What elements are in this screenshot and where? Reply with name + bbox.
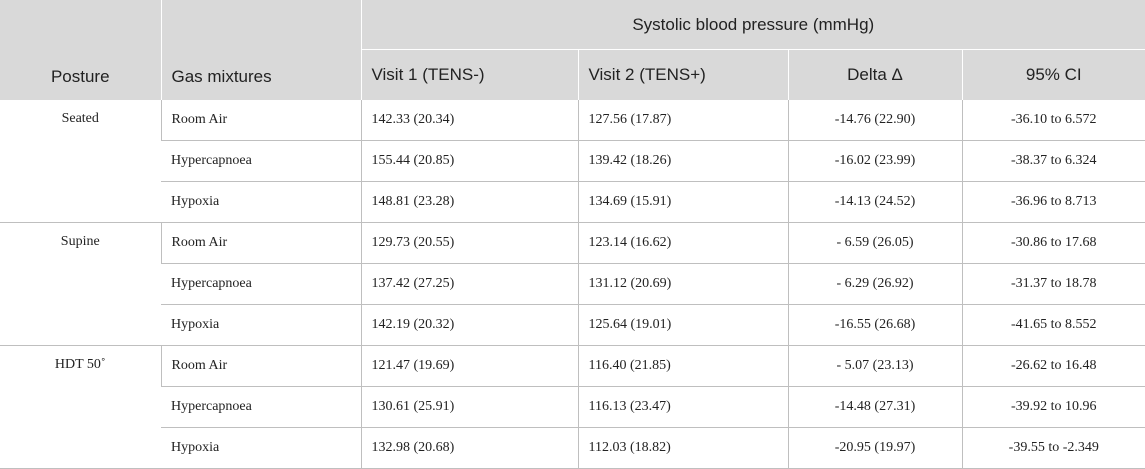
visit2-cell: 116.40 (21.85): [577, 345, 788, 387]
gas-cell: Hypercapnoea: [161, 263, 361, 305]
visit2-cell: 139.42 (18.26): [577, 140, 788, 182]
table-row: Seated Room Air 142.33 (20.34) 127.56 (1…: [0, 100, 1145, 223]
gas-cell: Hypercapnoea: [161, 140, 361, 182]
delta-cell: -20.95 (19.97): [787, 427, 962, 469]
table-row: Hypoxia 132.98 (20.68) 112.03 (18.82) -2…: [0, 427, 1145, 469]
header-visit2: Visit 2 (TENS+): [577, 49, 788, 100]
ci-cell: -39.92 to 10.96: [961, 386, 1145, 428]
table-row: Hypercapnoea 137.42 (27.25) 131.12 (20.6…: [0, 263, 1145, 305]
ci-cell: -36.96 to 8.713: [961, 181, 1145, 223]
delta-cell: -16.02 (23.99): [787, 140, 962, 182]
visit1-cell: 148.81 (23.28): [360, 181, 578, 223]
header-visit1: Visit 1 (TENS-): [360, 49, 578, 100]
header-row-group: Posture Gas mixtures Systolic blood pres…: [0, 0, 1145, 100]
header-posture: Posture: [0, 0, 161, 100]
posture-cell: Seated: [0, 100, 161, 223]
visit2-cell: 134.69 (15.91): [577, 181, 788, 223]
delta-cell: - 6.29 (26.92): [787, 263, 962, 305]
ci-cell: -38.37 to 6.324: [961, 140, 1145, 182]
delta-cell: - 5.07 (23.13): [787, 345, 962, 387]
visit1-cell: 132.98 (20.68): [360, 427, 578, 469]
header-row-columns: Visit 1 (TENS-) Visit 2 (TENS+) Delta Δ …: [0, 49, 1145, 100]
visit2-cell: 112.03 (18.82): [577, 427, 788, 469]
table-row: HDT 50˚ Room Air 121.47 (19.69) 116.40 (…: [0, 345, 1145, 469]
ci-cell: -26.62 to 16.48: [961, 345, 1145, 387]
visit1-cell: 129.73 (20.55): [360, 222, 578, 264]
visit1-cell: 142.19 (20.32): [360, 304, 578, 346]
visit2-cell: 116.13 (23.47): [577, 386, 788, 428]
header-gas-mixtures: Gas mixtures: [160, 0, 361, 100]
gas-cell: Room Air: [160, 222, 361, 264]
delta-cell: - 6.59 (26.05): [787, 222, 962, 264]
gas-cell: Room Air: [160, 345, 361, 387]
visit1-cell: 121.47 (19.69): [360, 345, 578, 387]
delta-cell: -14.76 (22.90): [787, 100, 962, 141]
delta-cell: -14.13 (24.52): [787, 181, 962, 223]
ci-cell: -36.10 to 6.572: [961, 100, 1145, 141]
gas-cell: Hypoxia: [161, 181, 361, 223]
delta-cell: -16.55 (26.68): [787, 304, 962, 346]
table-body: Seated Room Air 142.33 (20.34) 127.56 (1…: [0, 100, 1145, 469]
ci-cell: -31.37 to 18.78: [961, 263, 1145, 305]
gas-cell: Hypoxia: [161, 304, 361, 346]
visit1-cell: 155.44 (20.85): [360, 140, 578, 182]
gas-cell: Room Air: [160, 100, 361, 141]
ci-cell: -30.86 to 17.68: [961, 222, 1145, 264]
visit1-cell: 130.61 (25.91): [360, 386, 578, 428]
posture-cell: Supine: [0, 222, 161, 346]
gas-cell: Hypoxia: [161, 427, 361, 469]
visit2-cell: 125.64 (19.01): [577, 304, 788, 346]
ci-cell: -39.55 to -2.349: [961, 427, 1145, 469]
visit2-cell: 127.56 (17.87): [577, 100, 788, 141]
table-header: Posture Gas mixtures Systolic blood pres…: [0, 0, 1145, 100]
visit1-cell: 142.33 (20.34): [360, 100, 578, 141]
table-row: Hypoxia 142.19 (20.32) 125.64 (19.01) -1…: [0, 304, 1145, 346]
table-row: Supine Room Air 129.73 (20.55) 123.14 (1…: [0, 222, 1145, 346]
table-row: Hypoxia 148.81 (23.28) 134.69 (15.91) -1…: [0, 181, 1145, 223]
delta-cell: -14.48 (27.31): [787, 386, 962, 428]
visit1-cell: 137.42 (27.25): [360, 263, 578, 305]
visit2-cell: 123.14 (16.62): [577, 222, 788, 264]
gas-cell: Hypercapnoea: [161, 386, 361, 428]
header-systolic-bp: Systolic blood pressure (mmHg): [360, 0, 1145, 50]
table-row: Hypercapnoea 130.61 (25.91) 116.13 (23.4…: [0, 386, 1145, 428]
posture-cell: HDT 50˚: [0, 345, 161, 469]
header-ci: 95% CI: [961, 49, 1145, 100]
table-row: Hypercapnoea 155.44 (20.85) 139.42 (18.2…: [0, 140, 1145, 182]
visit2-cell: 131.12 (20.69): [577, 263, 788, 305]
ci-cell: -41.65 to 8.552: [961, 304, 1145, 346]
header-delta: Delta Δ: [787, 49, 962, 100]
